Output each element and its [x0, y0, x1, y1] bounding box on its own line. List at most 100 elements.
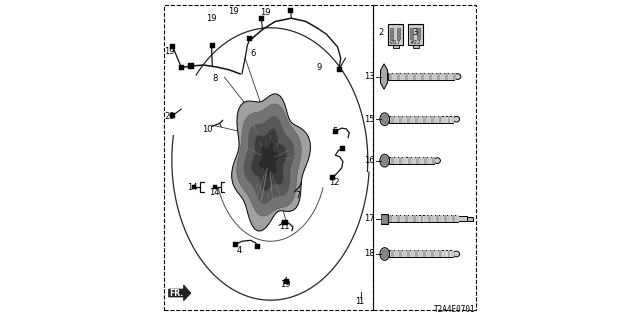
Bar: [420, 157, 423, 164]
Bar: [395, 251, 398, 258]
Bar: [433, 73, 436, 80]
Bar: [397, 28, 400, 31]
Text: 19: 19: [260, 8, 271, 17]
Bar: [403, 157, 406, 164]
Bar: [389, 215, 392, 222]
Bar: [412, 157, 415, 164]
Bar: [397, 36, 400, 39]
Text: 17: 17: [364, 214, 375, 223]
Ellipse shape: [453, 116, 460, 122]
Bar: [401, 215, 404, 222]
Text: 9: 9: [317, 63, 322, 72]
Bar: [413, 215, 415, 222]
Text: 11: 11: [279, 222, 289, 231]
Bar: [393, 73, 396, 80]
Polygon shape: [232, 94, 310, 231]
Bar: [330, 175, 335, 180]
Text: 14: 14: [187, 183, 197, 192]
Bar: [233, 242, 238, 247]
Bar: [188, 63, 193, 68]
Text: 12: 12: [329, 178, 340, 187]
Text: 5: 5: [333, 127, 338, 136]
Bar: [452, 251, 454, 258]
Bar: [399, 157, 402, 164]
Bar: [372, 5, 476, 310]
Bar: [399, 251, 402, 258]
Bar: [417, 73, 420, 80]
Bar: [213, 185, 217, 189]
Bar: [340, 146, 346, 151]
Bar: [447, 251, 451, 258]
Text: 2: 2: [378, 28, 384, 37]
Bar: [397, 215, 400, 222]
Bar: [164, 5, 372, 310]
Text: 14: 14: [209, 188, 220, 197]
Bar: [397, 32, 400, 35]
Bar: [456, 215, 459, 222]
Bar: [429, 215, 431, 222]
Bar: [389, 73, 392, 80]
Text: 13: 13: [364, 72, 375, 81]
Text: 20: 20: [164, 113, 175, 122]
Bar: [333, 129, 338, 134]
Polygon shape: [381, 64, 388, 89]
Bar: [388, 24, 403, 44]
Bar: [424, 215, 428, 222]
Bar: [435, 251, 438, 258]
Bar: [431, 116, 434, 123]
Bar: [390, 32, 393, 35]
Ellipse shape: [434, 158, 440, 164]
Bar: [395, 116, 398, 123]
Text: 18: 18: [364, 250, 375, 259]
Text: #22: #22: [410, 39, 421, 44]
Text: 3: 3: [413, 28, 418, 37]
Bar: [409, 215, 412, 222]
Bar: [431, 251, 434, 258]
Bar: [440, 251, 442, 258]
Bar: [445, 73, 448, 80]
Polygon shape: [259, 141, 280, 179]
Bar: [413, 44, 419, 48]
Bar: [452, 215, 455, 222]
Bar: [410, 28, 413, 31]
Bar: [408, 157, 410, 164]
Bar: [423, 251, 426, 258]
Bar: [255, 244, 260, 249]
Bar: [393, 44, 399, 48]
Text: 4: 4: [237, 246, 243, 255]
Ellipse shape: [453, 251, 460, 257]
Polygon shape: [237, 104, 301, 216]
Bar: [407, 251, 410, 258]
Bar: [179, 65, 184, 70]
Bar: [390, 157, 434, 164]
Bar: [433, 215, 435, 222]
Bar: [417, 215, 419, 222]
Bar: [390, 116, 453, 123]
Bar: [388, 215, 458, 222]
Text: Ø17: Ø17: [390, 39, 401, 44]
Text: 6: 6: [250, 49, 256, 58]
Bar: [412, 116, 414, 123]
Ellipse shape: [380, 113, 390, 125]
Bar: [397, 73, 400, 80]
Bar: [428, 251, 430, 258]
Bar: [428, 116, 430, 123]
Bar: [405, 73, 408, 80]
Bar: [429, 73, 432, 80]
Ellipse shape: [382, 156, 388, 165]
Bar: [421, 73, 424, 80]
Bar: [447, 116, 451, 123]
Bar: [259, 16, 264, 21]
Bar: [417, 36, 420, 39]
Polygon shape: [169, 285, 191, 301]
Bar: [381, 215, 387, 223]
Text: T2A4E0701: T2A4E0701: [434, 305, 476, 314]
Bar: [410, 36, 413, 39]
Ellipse shape: [454, 74, 461, 79]
Bar: [409, 73, 412, 80]
Bar: [170, 44, 175, 50]
Text: 16: 16: [364, 156, 375, 165]
Bar: [391, 157, 394, 164]
Bar: [452, 116, 454, 123]
Bar: [401, 73, 404, 80]
